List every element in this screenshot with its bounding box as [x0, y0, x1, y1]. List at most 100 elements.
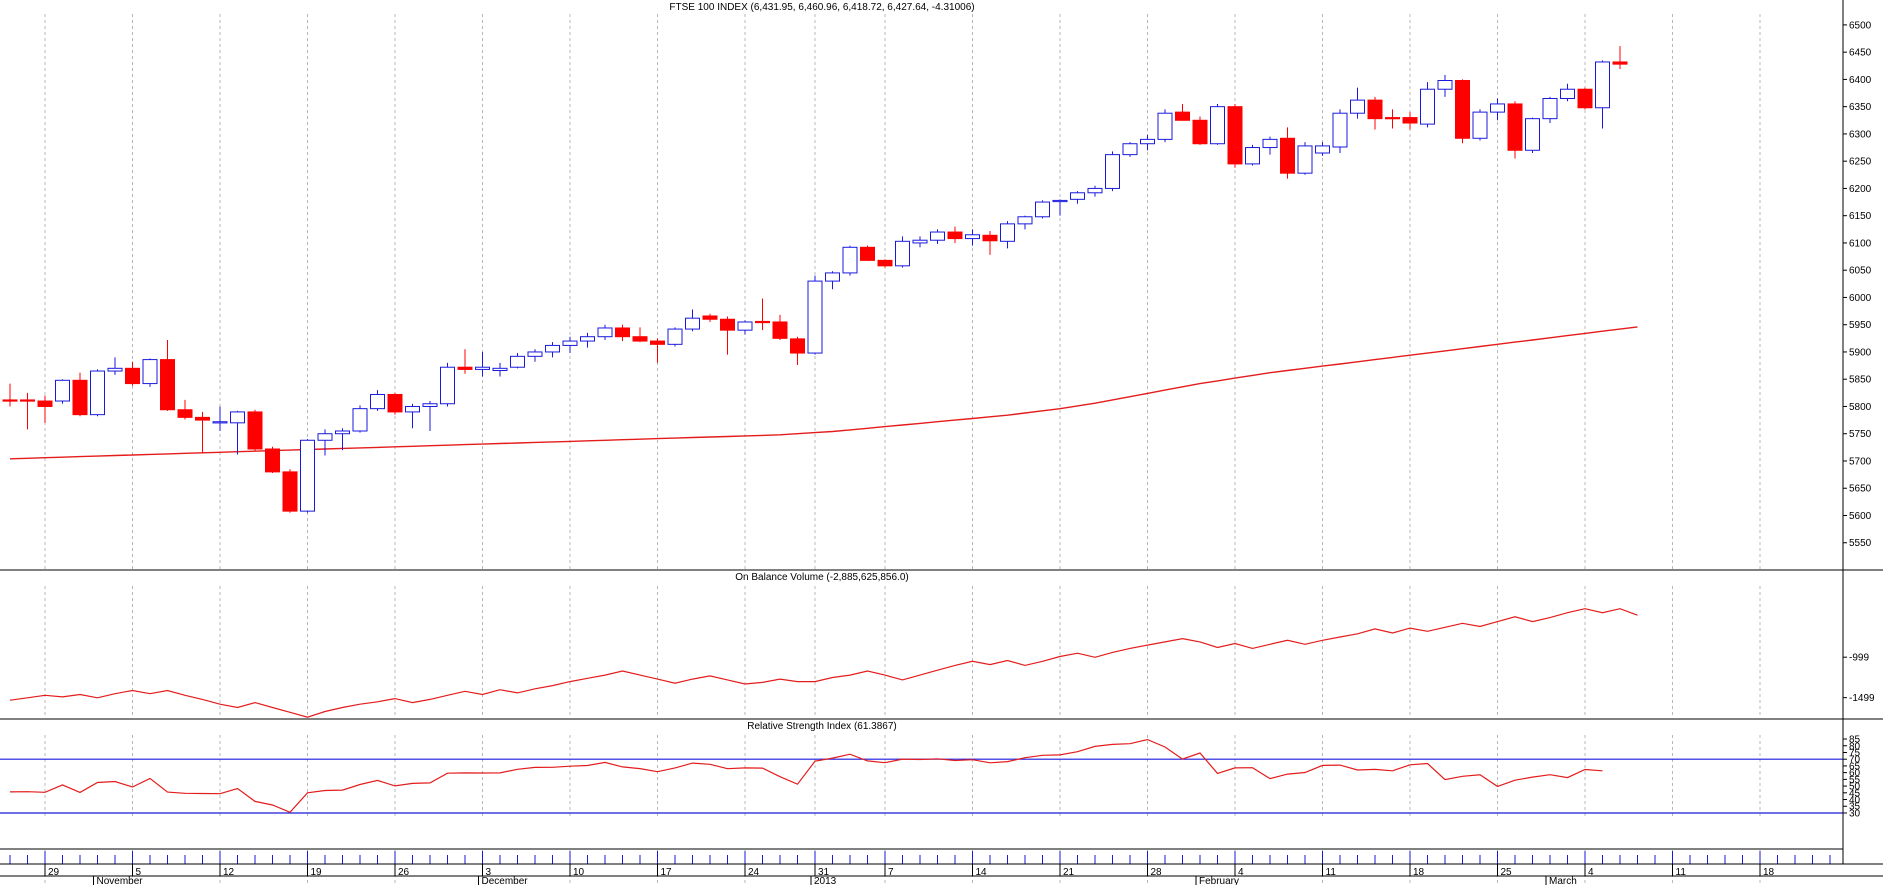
- candle-body: [580, 336, 595, 342]
- candle-up: [1052, 199, 1068, 216]
- candle-body: [1437, 80, 1453, 90]
- candle-up: [335, 428, 350, 451]
- candle-body: [475, 366, 490, 370]
- candle-body: [562, 340, 578, 346]
- candle-body: [615, 327, 630, 338]
- candle-down: [632, 327, 648, 343]
- candle-body: [1455, 80, 1470, 139]
- rsi-y-tick-label: 70: [1849, 755, 1861, 766]
- price-y-tick-label: 5900: [1849, 347, 1872, 358]
- candle-body: [1297, 145, 1313, 174]
- candle-up: [597, 324, 613, 340]
- candle-up: [317, 429, 333, 456]
- candle-body: [912, 239, 928, 244]
- month-label: March: [1549, 876, 1577, 885]
- candle-down: [457, 349, 473, 374]
- candle-body: [212, 421, 228, 424]
- day-label: 26: [398, 867, 410, 878]
- time-axis-ticks: [9, 851, 1831, 864]
- day-label: 4: [1238, 867, 1244, 878]
- price-panel: 5550 5600 5650 5700 5750 5800 5850 5900 5950 6000…: [2, 2, 1872, 570]
- candle-down: [125, 361, 140, 386]
- candle-body: [55, 379, 70, 402]
- price-y-tick-label: 5700: [1849, 456, 1872, 467]
- candle-body: [1070, 192, 1085, 200]
- candle-body: [860, 246, 875, 261]
- candle-up: [90, 369, 105, 417]
- candle-up: [1560, 83, 1575, 102]
- price-y-tick-label: 6400: [1849, 75, 1872, 86]
- candle-body: [930, 231, 945, 241]
- candle-down: [247, 409, 263, 452]
- candle-body: [877, 259, 893, 267]
- candle-up: [1017, 215, 1033, 230]
- price-y-tick-label: 6250: [1849, 157, 1872, 168]
- candle-body: [895, 240, 910, 267]
- candle-body: [1402, 117, 1418, 124]
- candle-up: [230, 410, 245, 455]
- candle-down: [1192, 116, 1208, 145]
- candle-body: [247, 411, 263, 450]
- obv-line: [9, 608, 1638, 718]
- candle-up: [1332, 109, 1348, 153]
- candle-up: [1157, 109, 1173, 143]
- candle-down: [1367, 96, 1383, 130]
- candle-body: [1595, 61, 1610, 109]
- candle-up: [667, 327, 683, 347]
- candle-body: [107, 367, 123, 372]
- candle-down: [860, 245, 875, 261]
- candle-up: [440, 362, 455, 407]
- day-label: 17: [661, 867, 673, 878]
- candle-body: [755, 320, 770, 324]
- candle-body: [982, 234, 998, 242]
- candle-body: [440, 366, 455, 405]
- candle-body: [1560, 88, 1575, 99]
- candle-up: [1210, 103, 1225, 145]
- candle-body: [1612, 61, 1628, 65]
- candle-up: [1000, 221, 1015, 249]
- candle-up: [1437, 75, 1453, 97]
- price-y-tick-label: 6450: [1849, 48, 1872, 59]
- candle-body: [177, 409, 193, 418]
- candle-down: [387, 392, 403, 415]
- candle-down: [1280, 127, 1295, 179]
- candle-body: [667, 328, 683, 345]
- obv-y-axis: -999 -1499: [1843, 653, 1875, 704]
- candle-body: [352, 408, 368, 432]
- candle-up: [895, 236, 910, 268]
- price-gridlines: [44, 14, 1761, 570]
- price-y-tick-label: 5950: [1849, 320, 1872, 331]
- candle-down: [1175, 103, 1190, 121]
- candle-up: [1420, 82, 1435, 128]
- candle-down: [282, 469, 298, 513]
- time-axis: 29 5 12 19 26 3 10 17 24 31 7 14 21 28 4 11 18 25 4 11 18 Nov…: [9, 850, 1831, 885]
- candle-down: [1385, 109, 1400, 129]
- candle-up: [1070, 191, 1085, 204]
- candle-up: [107, 357, 123, 375]
- candle-body: [387, 393, 403, 413]
- day-label: 10: [573, 867, 585, 878]
- candle-body: [1210, 106, 1225, 145]
- candle-body: [1507, 103, 1523, 151]
- price-y-tick-label: 6350: [1849, 102, 1872, 113]
- candle-body: [1175, 111, 1190, 121]
- candle-body: [702, 315, 718, 320]
- candle-body: [2, 399, 18, 402]
- candle-body: [1280, 137, 1295, 174]
- candle-down: [2, 383, 18, 407]
- day-label: 14: [976, 867, 988, 878]
- candle-body: [282, 471, 298, 512]
- candle-down: [772, 314, 788, 340]
- candle-body: [1490, 103, 1505, 113]
- candle-body: [737, 321, 753, 331]
- day-label: 11: [1326, 867, 1337, 878]
- candle-down: [790, 336, 805, 366]
- moving-average-line: [9, 326, 1638, 460]
- candle-body: [1577, 88, 1593, 109]
- day-label: 31: [818, 867, 830, 878]
- candle-down: [720, 316, 735, 355]
- rsi-y-tick-label: 45: [1849, 788, 1861, 799]
